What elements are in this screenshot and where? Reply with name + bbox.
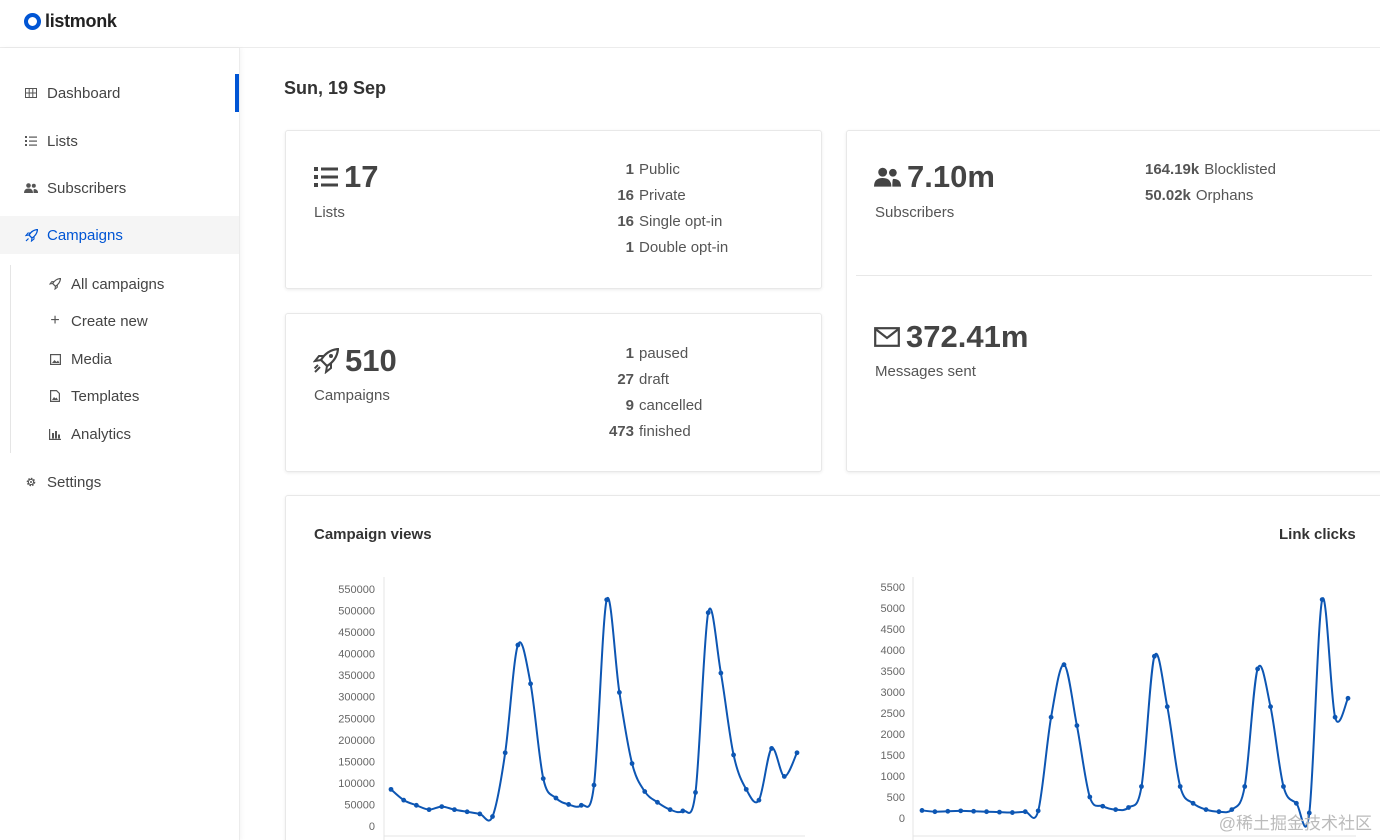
stat-label: Single opt-in (639, 213, 723, 230)
campaign-stat-row: 1 paused (602, 341, 702, 367)
subscribers-card[interactable]: 7.10m Subscribers 164.19k Blocklisted 50.… (846, 130, 1380, 472)
stat-value: 50.02k (1145, 187, 1191, 204)
image-icon (48, 353, 62, 365)
sidebar-subitem-all-campaigns[interactable]: All campaigns (0, 269, 239, 299)
logo[interactable]: listmonk (24, 11, 117, 32)
logo-text: listmonk (45, 11, 117, 31)
stat-label: draft (639, 371, 670, 388)
stat-label: finished (639, 423, 691, 440)
stat-label: Blocklisted (1204, 161, 1276, 178)
campaign-views-title: Campaign views (314, 526, 432, 543)
campaign-stat-row: 473 finished (602, 419, 702, 445)
sidebar-subitem-label: Templates (71, 387, 140, 405)
messages-count-value: 372.41m (906, 319, 1029, 354)
lists-card[interactable]: 17 Lists 1 Public 16 Private 16 Single opt-… (285, 130, 822, 289)
stat-value: 473 (608, 423, 634, 440)
campaigns-count: 510 (313, 343, 397, 379)
grid-icon (23, 88, 39, 98)
rocket-icon (23, 228, 39, 242)
sidebar-item-label: Subscribers (47, 179, 127, 197)
stat-value: 9 (625, 397, 634, 414)
sidebar-item-campaigns[interactable]: Campaigns (0, 216, 239, 254)
stat-label: Private (639, 187, 686, 204)
subscriber-stat-row: 164.19k Blocklisted (1145, 157, 1276, 183)
stat-value: 1 (625, 345, 634, 362)
sidebar-item-label: Settings (47, 473, 102, 491)
lists-stats: 1 Public 16 Private 16 Single opt-in 1 Doubl… (604, 157, 728, 261)
subscribers-stats: 164.19k Blocklisted 50.02k Orphans (1145, 157, 1276, 209)
sidebar: Dashboard Lists Subscribers Campaigns Al… (0, 48, 240, 840)
sidebar-subitem-templates[interactable]: Templates (0, 381, 239, 411)
campaigns-stats: 1 paused 27 draft 9 cancelled 473 finished (602, 341, 702, 445)
bar-chart-icon (48, 428, 62, 440)
stat-label: Double opt-in (639, 239, 729, 256)
file-image-icon (48, 390, 62, 402)
subscribers-count-value: 7.10m (907, 159, 995, 194)
lists-count: 17 (314, 159, 378, 195)
subscribers-count: 7.10m (874, 159, 995, 195)
page-title: Sun, 19 Sep (284, 78, 387, 98)
sidebar-subitem-media[interactable]: Media (0, 344, 239, 374)
messages-count: 372.41m (874, 319, 1028, 355)
list-stat-row: 16 Single opt-in (604, 209, 728, 235)
sidebar-item-dashboard[interactable]: Dashboard (0, 74, 239, 112)
stat-value: 16 (617, 213, 634, 230)
sidebar-subitem-analytics[interactable]: Analytics (0, 419, 239, 449)
list-stat-row: 16 Private (604, 183, 728, 209)
stat-label: cancelled (639, 397, 703, 414)
stat-value: 1 (625, 161, 634, 178)
campaigns-count-value: 510 (345, 343, 397, 378)
list-stat-row: 1 Double opt-in (604, 235, 729, 261)
mail-icon (874, 327, 900, 347)
sidebar-subitem-label: Analytics (71, 425, 132, 443)
plus-icon: + (50, 312, 60, 329)
subscribers-caption: Subscribers (875, 204, 955, 221)
users-icon (874, 167, 901, 187)
link-clicks-title: Link clicks (1279, 526, 1356, 543)
users-icon (23, 183, 39, 193)
watermark: @稀土掘金技术社区 (1218, 814, 1372, 833)
sidebar-item-subscribers[interactable]: Subscribers (0, 169, 239, 207)
sidebar-subitem-create-new[interactable]: + Create new (0, 306, 239, 336)
sidebar-subitem-label: All campaigns (71, 275, 165, 293)
campaign-stat-row: 27 draft (602, 367, 702, 393)
lists-count-value: 17 (344, 159, 379, 194)
stat-label: Orphans (1195, 187, 1254, 204)
messages-caption: Messages sent (875, 363, 976, 380)
lists-caption: Lists (314, 204, 345, 221)
sidebar-item-label: Campaigns (47, 226, 123, 244)
sidebar-subitem-label: Create new (71, 312, 148, 330)
sidebar-item-lists[interactable]: Lists (0, 122, 239, 160)
charts-card: Campaign views Link clicks (285, 495, 1380, 840)
stat-value: 164.19k (1145, 161, 1200, 178)
stat-label: Public (639, 161, 680, 178)
list-icon (23, 136, 39, 146)
campaign-stat-row: 9 cancelled (602, 393, 703, 419)
subnav-guide (10, 265, 11, 453)
subscriber-stat-row: 50.02k Orphans (1145, 183, 1276, 209)
campaigns-caption: Campaigns (314, 387, 390, 404)
campaigns-card[interactable]: 510 Campaigns 1 paused 27 draft 9 cancelled… (285, 313, 822, 472)
rocket-icon (48, 278, 62, 290)
sidebar-subitem-label: Media (71, 350, 112, 368)
stat-value: 1 (625, 239, 634, 256)
sidebar-item-settings[interactable]: Settings (0, 463, 239, 501)
stat-value: 27 (617, 371, 634, 388)
card-divider (856, 275, 1372, 276)
rocket-icon (313, 348, 339, 374)
list-icon (314, 167, 338, 187)
stat-value: 16 (617, 187, 634, 204)
list-stat-row: 1 Public (604, 157, 728, 183)
gear-icon (23, 476, 39, 488)
sidebar-item-label: Lists (47, 132, 78, 150)
stat-label: paused (639, 345, 689, 362)
logo-icon (24, 13, 41, 30)
sidebar-item-label: Dashboard (47, 84, 121, 102)
top-bar: listmonk (0, 0, 1380, 48)
